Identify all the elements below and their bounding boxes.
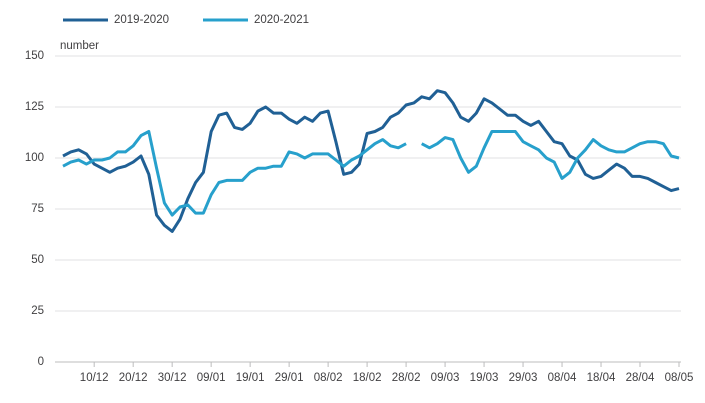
x-tick-label: 18/04 xyxy=(587,372,616,384)
series-line xyxy=(62,130,680,217)
x-tick-label: 08/04 xyxy=(548,372,577,384)
x-tick-label: 28/04 xyxy=(626,372,655,384)
y-tick-label: 100 xyxy=(25,152,44,164)
x-tick-label: 09/01 xyxy=(197,372,226,384)
y-tick-label: 150 xyxy=(25,50,44,62)
x-tick-label: 19/03 xyxy=(470,372,499,384)
y-tick-label: 50 xyxy=(31,254,44,266)
y-axis-label: number xyxy=(60,40,99,52)
x-tick-label: 18/02 xyxy=(353,372,382,384)
y-tick-label: 75 xyxy=(31,203,44,215)
x-tick-label: 20/12 xyxy=(119,372,148,384)
x-tick-label: 19/01 xyxy=(236,372,265,384)
x-tick-label: 08/05 xyxy=(665,372,694,384)
y-tick-label: 0 xyxy=(38,356,44,368)
legend-label: 2020-2021 xyxy=(254,14,309,26)
x-tick-label: 29/03 xyxy=(509,372,538,384)
x-tick-label: 09/03 xyxy=(431,372,460,384)
x-tick-label: 10/12 xyxy=(80,372,109,384)
x-tick-label: 28/02 xyxy=(392,372,421,384)
x-tick-label: 08/02 xyxy=(314,372,343,384)
x-tick-label: 29/01 xyxy=(275,372,304,384)
legend-label: 2019-2020 xyxy=(114,14,169,26)
y-tick-label: 25 xyxy=(31,305,44,317)
y-tick-label: 125 xyxy=(25,101,44,113)
x-tick-label: 30/12 xyxy=(158,372,187,384)
